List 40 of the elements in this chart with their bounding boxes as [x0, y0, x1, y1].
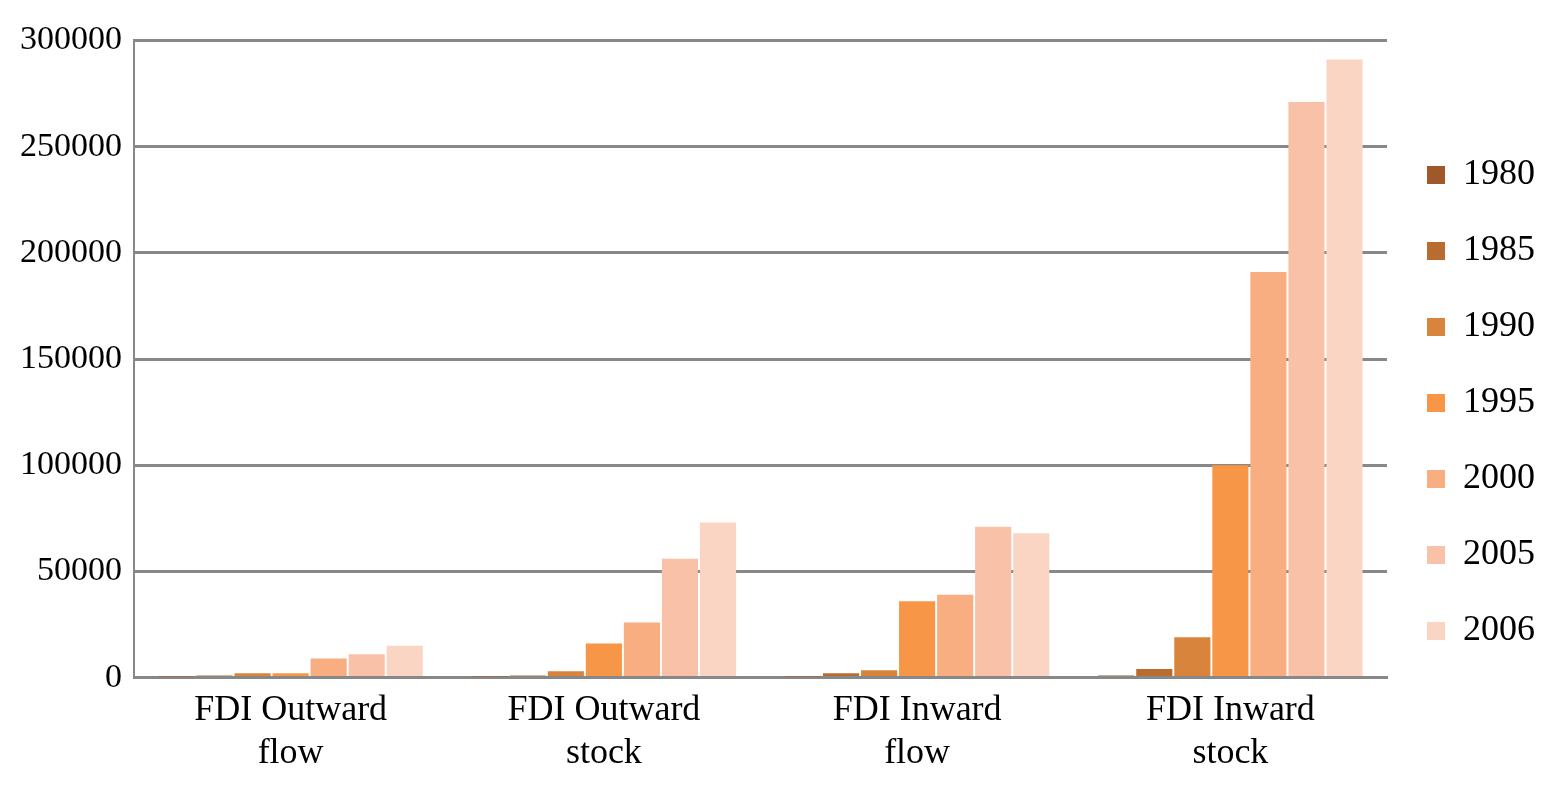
y-tick-label: 250000	[20, 125, 122, 163]
y-tick-label: 300000	[20, 19, 122, 57]
bar	[1288, 102, 1325, 677]
x-tick-label: FDI Inward stock	[1145, 687, 1315, 771]
bar	[310, 658, 347, 677]
legend-label: 2006	[1463, 608, 1535, 649]
legend-label: 1995	[1463, 380, 1535, 421]
y-tick-label: 150000	[20, 337, 122, 375]
bar	[1326, 59, 1363, 677]
legend-label: 1990	[1463, 304, 1535, 345]
bar	[272, 673, 309, 677]
bar	[661, 558, 699, 677]
bar	[1174, 637, 1211, 677]
bar	[1136, 669, 1173, 677]
legend-label: 2005	[1463, 532, 1535, 573]
legend-label: 1985	[1463, 228, 1535, 269]
y-tick-label: 50000	[37, 550, 122, 588]
y-tick-label: 0	[105, 656, 122, 694]
bar	[1250, 271, 1287, 677]
bar	[861, 670, 898, 677]
bar	[975, 526, 1012, 677]
legend-label: 2000	[1463, 456, 1535, 497]
x-tick-label: FDI Outward flow	[194, 687, 388, 771]
bar	[1013, 533, 1050, 677]
bar	[1212, 465, 1249, 677]
bar	[348, 654, 385, 677]
y-tick-label: 100000	[20, 444, 122, 482]
bar	[547, 671, 584, 677]
bar	[822, 673, 860, 677]
x-tick-label: FDI Inward flow	[832, 687, 1002, 771]
bar	[899, 601, 936, 677]
legend-label: 1980	[1463, 152, 1535, 193]
x-tick-label: FDI Outward stock	[507, 687, 701, 771]
bar	[234, 673, 271, 677]
y-tick-label: 200000	[20, 231, 122, 269]
bar	[386, 645, 423, 677]
bar	[585, 643, 622, 677]
bar	[699, 522, 737, 677]
bar	[623, 622, 660, 677]
bar	[937, 594, 974, 677]
